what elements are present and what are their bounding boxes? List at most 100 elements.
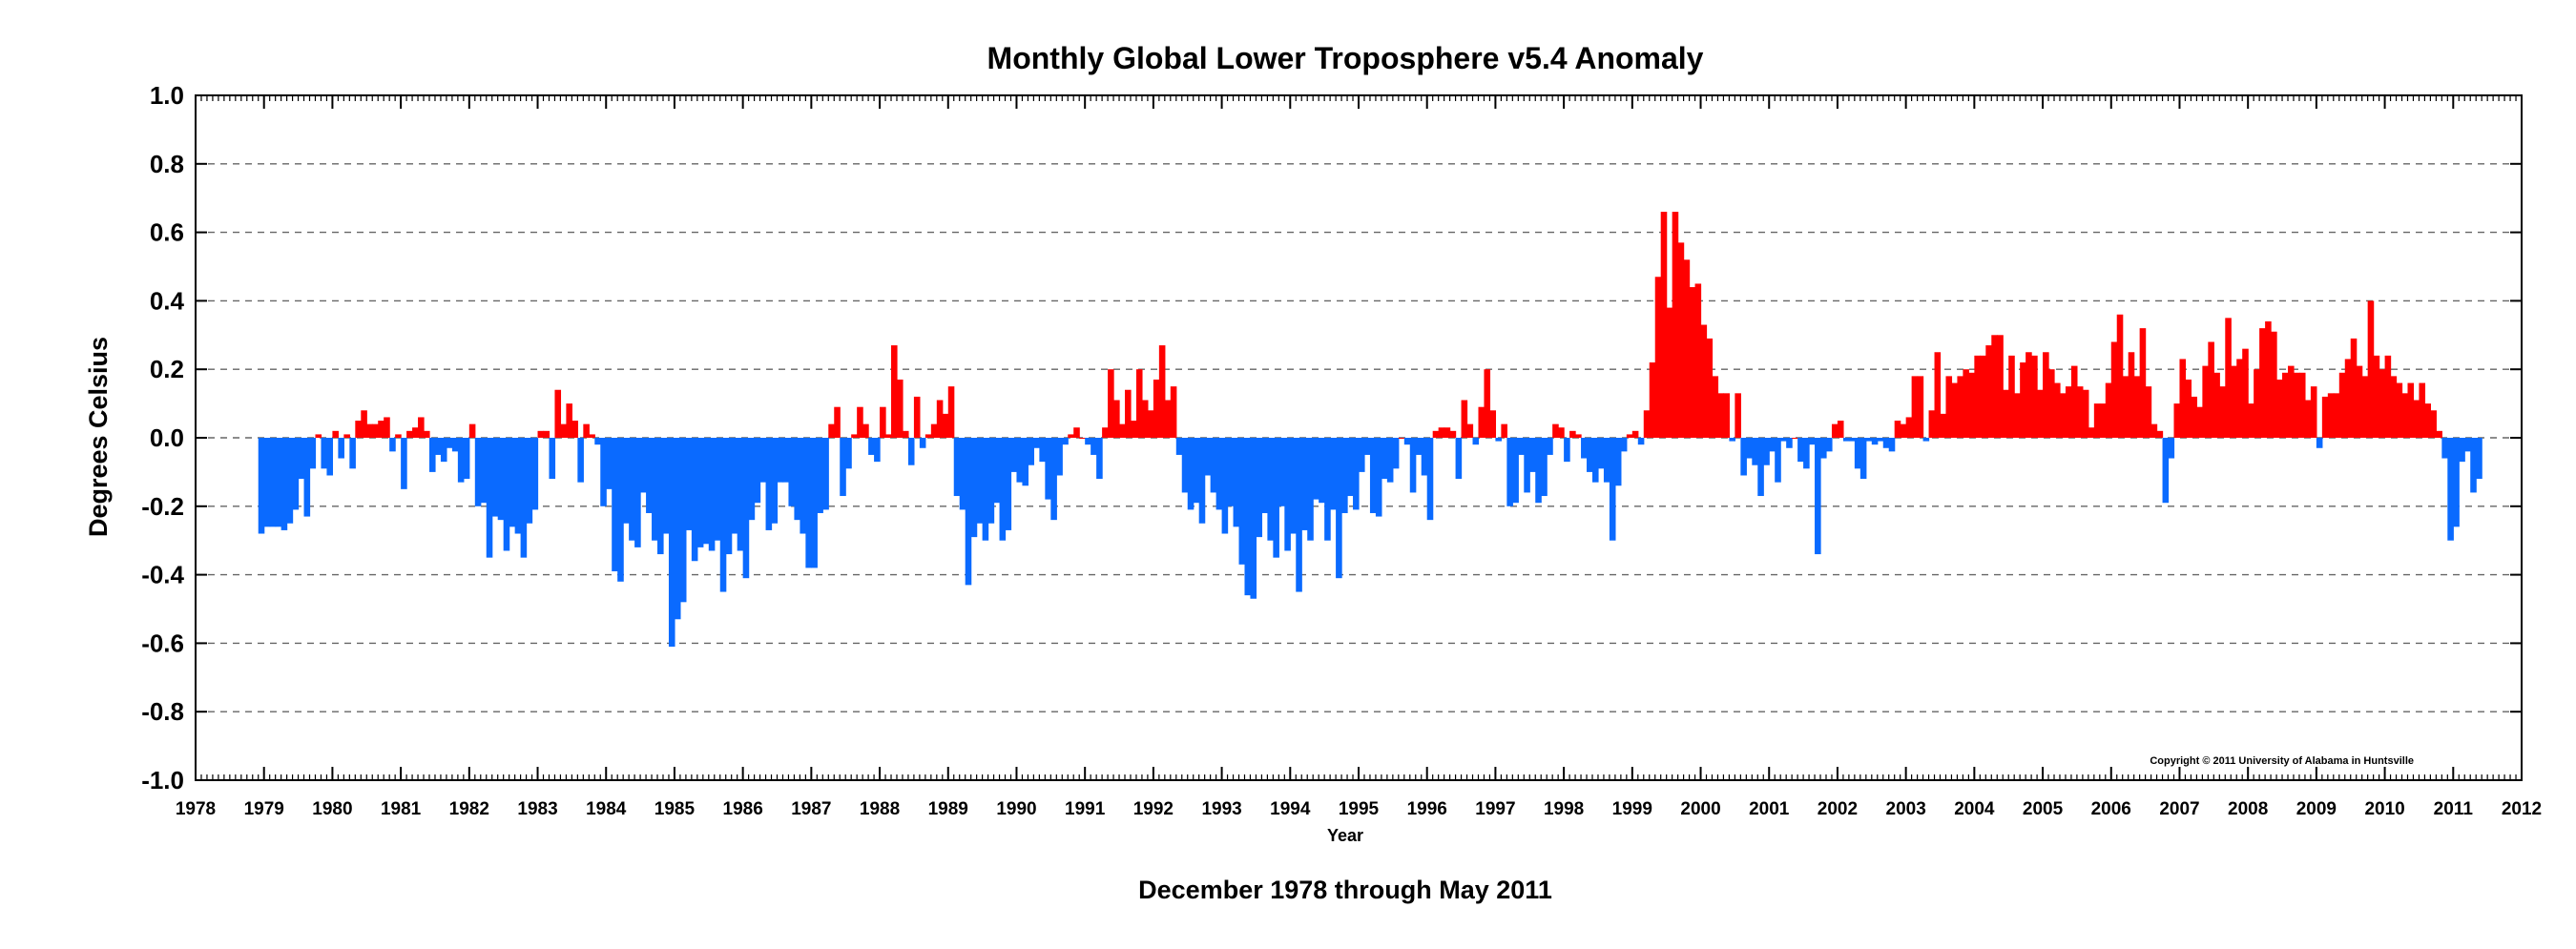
- bar: [1888, 438, 1896, 452]
- bar: [788, 438, 796, 506]
- bar: [2254, 369, 2260, 438]
- bar: [468, 423, 476, 438]
- bar: [292, 438, 300, 510]
- x-tick-label: 1994: [1270, 799, 1311, 819]
- x-tick-label: 2007: [2159, 799, 2199, 819]
- bar: [594, 438, 601, 445]
- bar: [1757, 438, 1764, 497]
- bar: [1363, 438, 1371, 455]
- bar: [1415, 438, 1423, 455]
- bar: [1210, 438, 1217, 493]
- x-tick-label: 1984: [586, 799, 627, 819]
- bar: [2464, 438, 2471, 452]
- bar: [1386, 438, 1394, 483]
- bar: [1985, 345, 1992, 438]
- bar: [868, 438, 875, 455]
- bar: [1062, 438, 1069, 445]
- bar: [577, 438, 584, 483]
- bar: [446, 438, 453, 448]
- bar: [2390, 376, 2398, 438]
- bar: [1968, 372, 1975, 438]
- bar: [2361, 376, 2369, 438]
- bar: [372, 423, 379, 438]
- bar: [1723, 393, 1731, 438]
- bar: [434, 438, 442, 455]
- bar: [497, 438, 505, 521]
- x-tick-label: 1988: [860, 799, 900, 819]
- bar: [537, 430, 545, 438]
- bar: [1313, 438, 1319, 500]
- bar: [725, 438, 733, 555]
- bar: [731, 438, 738, 534]
- bar: [674, 438, 681, 620]
- bar: [1455, 438, 1463, 480]
- bar: [2179, 359, 2187, 438]
- bar: [2031, 355, 2038, 438]
- x-tick-label: 1996: [1407, 799, 1447, 819]
- bar: [2396, 382, 2403, 438]
- y-axis-label: Degrees Celsius: [84, 337, 113, 537]
- bar: [2208, 341, 2214, 438]
- bar: [902, 430, 909, 438]
- bar: [2133, 376, 2141, 438]
- y-tick-label: -0.4: [141, 561, 184, 589]
- bar: [1945, 376, 1953, 438]
- bar: [742, 438, 750, 579]
- chart-title: Monthly Global Lower Troposphere v5.4 An…: [987, 41, 1704, 75]
- bar: [1558, 427, 1565, 438]
- bar: [782, 438, 790, 483]
- bar: [2202, 365, 2209, 438]
- bar: [2185, 379, 2192, 438]
- bar: [794, 438, 801, 521]
- y-tick-label: 0.2: [150, 355, 184, 383]
- bar: [1307, 438, 1314, 541]
- bar: [2008, 355, 2015, 438]
- bar: [269, 438, 277, 527]
- bar: [1113, 400, 1120, 438]
- bar-series: [258, 212, 2483, 647]
- bar: [486, 438, 493, 558]
- y-tick-label: 0.8: [150, 150, 184, 178]
- bar: [2088, 427, 2095, 438]
- bar: [2025, 352, 2032, 438]
- bar: [1501, 423, 1507, 438]
- bar: [1096, 438, 1103, 480]
- bar: [1837, 421, 1844, 438]
- bar: [1495, 438, 1502, 442]
- bar: [1119, 423, 1126, 438]
- bar: [1775, 438, 1781, 483]
- bar: [982, 438, 989, 541]
- bar: [1141, 400, 1149, 438]
- bar: [1694, 283, 1702, 438]
- bar: [1472, 438, 1480, 445]
- bar: [1466, 423, 1474, 438]
- bar: [2236, 359, 2243, 438]
- bar: [1022, 438, 1029, 486]
- bar: [2037, 389, 2044, 438]
- bar: [600, 438, 607, 506]
- bar: [1375, 438, 1382, 517]
- bar: [2145, 386, 2152, 438]
- bar: [930, 423, 938, 438]
- bar: [361, 410, 367, 438]
- bar: [1175, 438, 1183, 455]
- bar: [1934, 352, 1942, 438]
- bar: [702, 438, 710, 545]
- bar: [2082, 389, 2089, 438]
- bar: [1238, 438, 1246, 565]
- bar: [2014, 393, 2021, 438]
- bar: [2248, 403, 2254, 438]
- x-tick-label: 1992: [1133, 799, 1174, 819]
- bar: [503, 438, 510, 551]
- bar: [1421, 438, 1428, 476]
- bar: [463, 438, 470, 480]
- bar: [549, 438, 556, 480]
- bar: [1347, 438, 1354, 497]
- bar: [1991, 335, 1998, 438]
- bar: [885, 434, 892, 438]
- bar: [2316, 438, 2323, 448]
- bar: [1164, 400, 1172, 438]
- bar: [2054, 382, 2061, 438]
- bar: [2470, 438, 2477, 493]
